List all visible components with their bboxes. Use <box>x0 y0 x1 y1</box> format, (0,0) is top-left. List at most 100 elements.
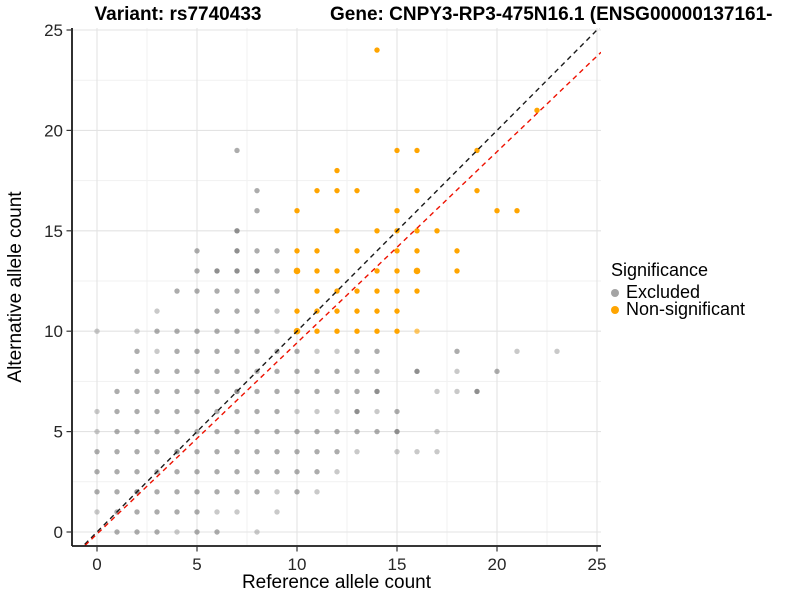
point <box>194 288 200 294</box>
point <box>254 268 260 274</box>
point <box>334 408 340 415</box>
point <box>254 308 260 314</box>
point <box>374 328 380 334</box>
point <box>194 489 200 495</box>
point <box>234 248 240 254</box>
point <box>294 348 300 354</box>
point <box>394 288 400 294</box>
point <box>334 448 340 455</box>
point <box>394 448 400 455</box>
point <box>314 448 320 455</box>
point <box>214 428 220 435</box>
gene-title: Gene: CNPY3-RP3-475N16.1 (ENSG0000013716… <box>330 4 773 25</box>
point <box>274 448 280 455</box>
point <box>394 208 400 214</box>
point <box>354 187 360 194</box>
point <box>413 267 421 275</box>
point <box>354 248 360 254</box>
legend: Significance Excluded Non-significant <box>611 260 745 318</box>
point <box>134 408 140 415</box>
point <box>334 228 340 234</box>
point <box>274 308 280 314</box>
point <box>174 408 180 415</box>
point <box>354 348 360 354</box>
point <box>194 529 200 535</box>
point <box>394 328 400 334</box>
point <box>194 448 200 455</box>
point <box>274 288 280 294</box>
point <box>114 469 120 475</box>
point <box>194 268 200 274</box>
point <box>374 428 380 435</box>
point <box>254 529 260 535</box>
y-tick-label: 20 <box>44 121 63 140</box>
point <box>154 328 160 334</box>
point <box>254 469 260 475</box>
point <box>314 248 320 254</box>
point <box>274 408 280 415</box>
point <box>514 348 520 354</box>
point <box>134 368 140 375</box>
point <box>294 408 300 415</box>
point <box>314 368 320 375</box>
point <box>314 328 320 334</box>
point <box>214 448 220 455</box>
point <box>214 368 220 375</box>
point <box>294 388 300 395</box>
point <box>514 208 520 214</box>
point <box>294 308 300 314</box>
point <box>314 388 320 395</box>
x-tick-label: 15 <box>388 555 407 574</box>
point <box>214 288 220 294</box>
excluded-point-swatch <box>611 288 619 297</box>
point <box>374 288 380 294</box>
point <box>94 448 100 455</box>
point <box>414 288 420 294</box>
legend-item-label-non-significant: Non-significant <box>626 299 746 319</box>
point <box>154 428 160 435</box>
point <box>134 388 140 395</box>
point <box>134 529 140 535</box>
point <box>354 388 360 395</box>
point <box>214 388 220 395</box>
point <box>454 248 460 254</box>
point <box>134 509 140 515</box>
point <box>394 308 400 314</box>
point <box>174 529 180 535</box>
point <box>254 448 260 455</box>
point <box>174 288 180 294</box>
point <box>394 147 400 154</box>
point <box>374 228 380 234</box>
point <box>214 308 220 314</box>
point <box>354 448 360 455</box>
point <box>154 368 160 375</box>
point <box>154 448 160 455</box>
point <box>234 448 240 455</box>
x-tick-label: 20 <box>488 555 507 574</box>
point <box>414 147 420 154</box>
point <box>294 428 300 435</box>
y-tick-label: 0 <box>54 523 63 542</box>
legend-item-label-excluded: Excluded <box>626 282 701 302</box>
point <box>494 368 500 375</box>
point <box>454 388 460 395</box>
point <box>294 208 300 214</box>
point <box>374 308 380 314</box>
point <box>394 268 400 274</box>
point <box>174 428 180 435</box>
point <box>414 187 420 194</box>
point <box>374 388 380 395</box>
point <box>254 208 260 214</box>
point <box>274 268 280 274</box>
point <box>234 428 240 435</box>
point <box>94 489 100 495</box>
point <box>374 368 380 375</box>
point <box>334 428 340 435</box>
point <box>294 248 300 254</box>
point <box>434 228 440 234</box>
point <box>174 368 180 375</box>
point <box>194 248 200 254</box>
point <box>274 248 280 254</box>
tick-marks <box>66 29 598 552</box>
